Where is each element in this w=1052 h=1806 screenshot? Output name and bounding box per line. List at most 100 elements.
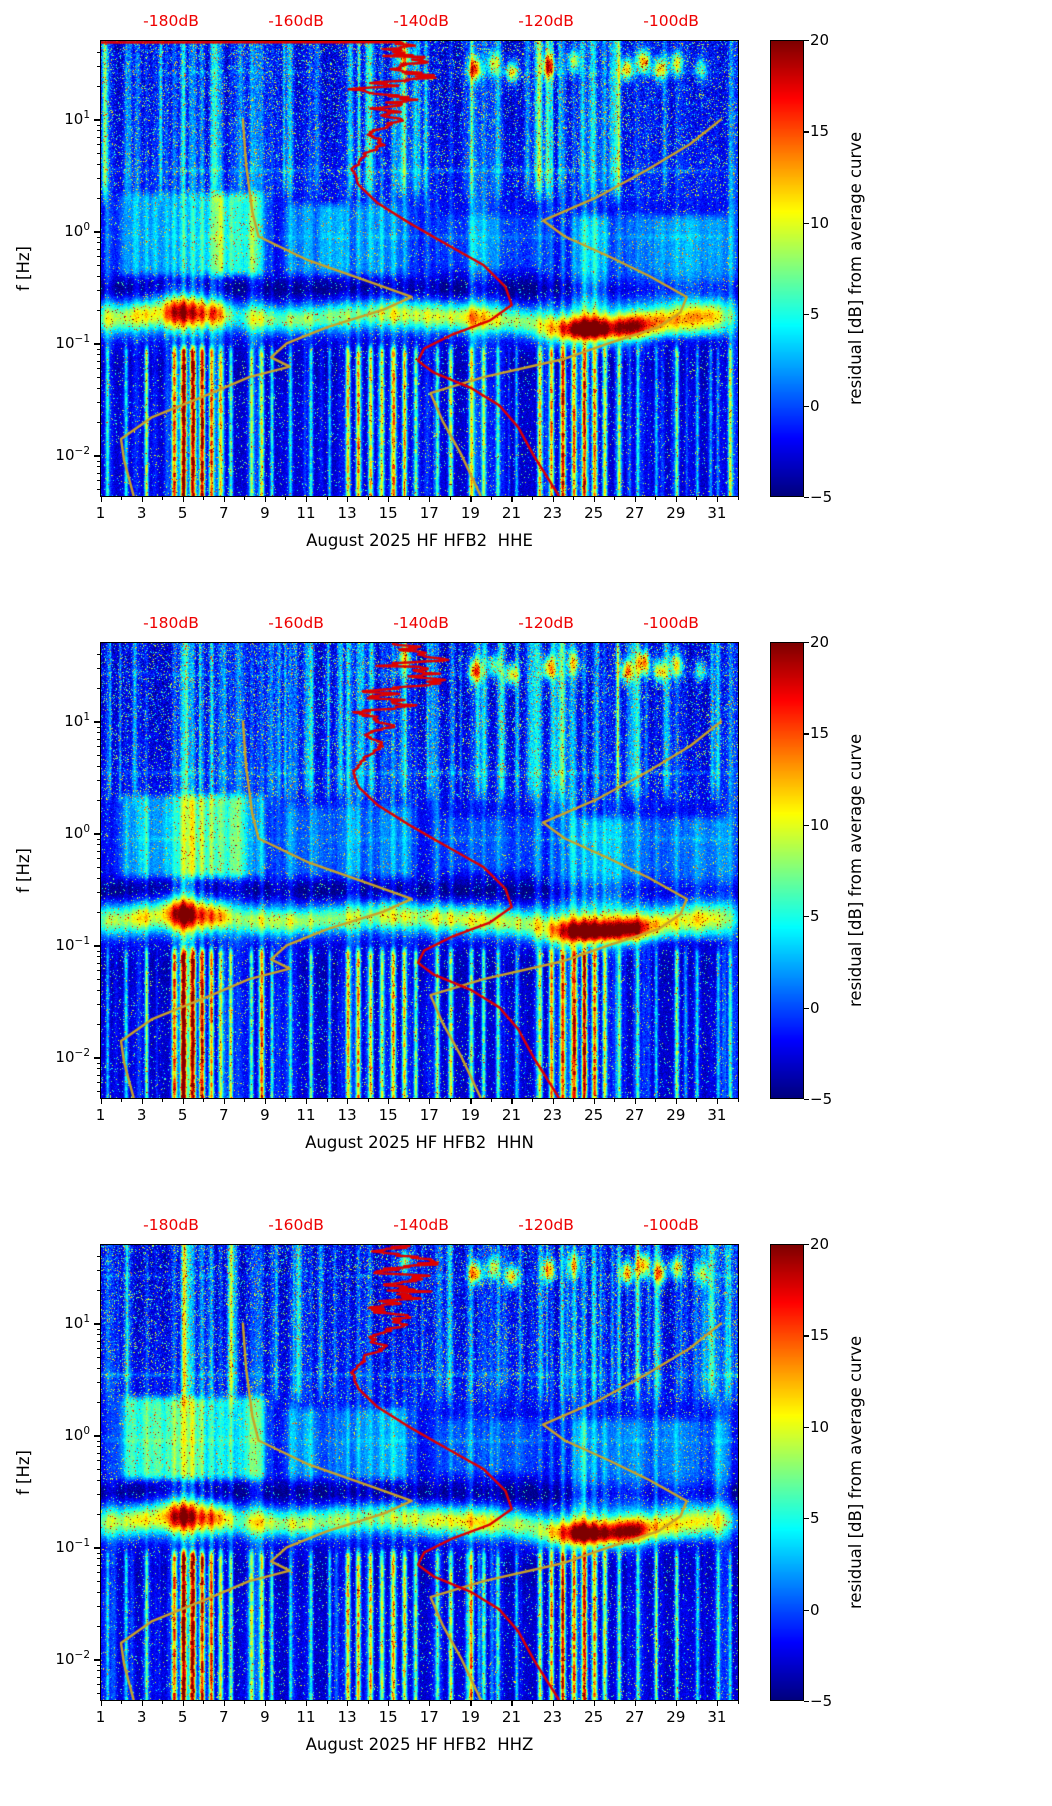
x-major-tick <box>552 1099 554 1104</box>
x-tick-label: 15 <box>378 504 398 522</box>
x-major-tick <box>141 1701 143 1706</box>
x-tick-label: 29 <box>666 504 686 522</box>
colorbar-tick <box>804 824 809 826</box>
x-tick-label: 27 <box>625 504 645 522</box>
top-db-tick-label: -140dB <box>393 1216 449 1234</box>
x-minor-tick <box>737 1701 739 1704</box>
x-tick-label: 23 <box>543 504 563 522</box>
top-db-tick-label: -120dB <box>518 12 574 30</box>
x-tick-label: 7 <box>219 1708 229 1726</box>
x-major-tick <box>100 1099 102 1104</box>
x-major-tick <box>429 1099 431 1104</box>
x-tick-label: 17 <box>419 504 439 522</box>
x-major-tick <box>305 1701 308 1706</box>
y-tick-label: 101 <box>64 109 90 129</box>
x-minor-tick <box>244 497 246 500</box>
x-tick-label: 1 <box>95 1106 106 1124</box>
colorbar-tick <box>804 1609 809 1611</box>
x-minor-tick <box>696 1099 698 1102</box>
x-major-tick <box>305 497 308 502</box>
x-minor-tick <box>367 497 369 500</box>
x-minor-tick <box>367 1701 369 1704</box>
x-minor-tick <box>408 1701 410 1704</box>
colorbar <box>770 40 804 497</box>
x-tick-label: 23 <box>543 1708 563 1726</box>
top-db-tick-label: -100dB <box>643 1216 699 1234</box>
x-tick-label: 13 <box>337 504 357 522</box>
x-tick-label: 19 <box>460 1106 480 1124</box>
y-tick-label: 100 <box>64 221 90 241</box>
x-minor-tick <box>408 1099 410 1102</box>
y-axis-label: f [Hz] <box>14 1450 33 1495</box>
x-major-tick <box>593 1099 595 1104</box>
x-major-tick <box>716 497 719 502</box>
x-tick-label: 25 <box>584 504 604 522</box>
x-minor-tick <box>490 497 492 500</box>
x-tick-label: 3 <box>136 504 147 522</box>
x-tick-label: 19 <box>460 504 480 522</box>
spectrogram-canvas <box>101 41 738 496</box>
x-minor-tick <box>326 1099 328 1102</box>
x-minor-tick <box>203 1099 205 1102</box>
x-minor-tick <box>532 1701 534 1704</box>
colorbar-canvas <box>771 1245 803 1700</box>
x-major-tick <box>470 1701 472 1706</box>
y-tick-label: 100 <box>64 1425 90 1445</box>
x-major-tick <box>100 1701 102 1706</box>
y-tick-label: 10−2 <box>55 1649 90 1669</box>
colorbar-tick <box>804 1518 809 1520</box>
y-tick-label: 10−2 <box>55 1047 90 1067</box>
x-tick-label: 23 <box>543 1106 563 1124</box>
colorbar-tick <box>804 314 809 316</box>
spectrogram-canvas <box>101 1245 738 1700</box>
spectrogram-canvas <box>101 643 738 1098</box>
x-minor-tick <box>655 497 657 500</box>
x-tick-label: 13 <box>337 1106 357 1124</box>
x-minor-tick <box>655 1701 657 1704</box>
x-tick-label: 27 <box>625 1106 645 1124</box>
x-major-tick <box>593 1701 595 1706</box>
panel-hhn: -180dB -160dB -140dB -120dB -100dB f [Hz] 10… <box>0 602 1052 1204</box>
panel-hhz: -180dB -160dB -140dB -120dB -100dB f [Hz] 10… <box>0 1204 1052 1806</box>
x-minor-tick <box>203 1701 205 1704</box>
colorbar-tick <box>804 733 809 735</box>
x-minor-tick <box>121 497 123 500</box>
colorbar-label: residual [dB] from average curve <box>846 733 865 1008</box>
spectrogram-plot <box>100 40 739 497</box>
colorbar-label: residual [dB] from average curve <box>846 1335 865 1610</box>
spectrogram-plot <box>100 1244 739 1701</box>
top-db-tick-label: -180dB <box>143 614 199 632</box>
colorbar <box>770 642 804 1099</box>
x-major-tick <box>716 1099 719 1104</box>
x-major-tick <box>223 1099 225 1104</box>
x-tick-label: 31 <box>707 1106 727 1124</box>
x-major-tick <box>429 497 431 502</box>
x-major-tick <box>634 497 636 502</box>
colorbar-tick <box>804 222 809 224</box>
colorbar-tick <box>804 916 809 918</box>
x-minor-tick <box>532 497 534 500</box>
y-tick-label: 10−1 <box>55 1537 90 1557</box>
x-minor-tick <box>614 1099 616 1102</box>
x-tick-label: 15 <box>378 1106 398 1124</box>
x-major-tick <box>716 1701 719 1706</box>
panel-hhe: -180dB -160dB -140dB -120dB -100dB f [Hz] 10… <box>0 0 1052 602</box>
x-major-tick <box>223 497 225 502</box>
x-minor-tick <box>285 1701 287 1704</box>
colorbar-tick <box>804 1099 809 1101</box>
x-major-tick <box>675 1099 678 1104</box>
x-tick-label: 7 <box>219 504 229 522</box>
colorbar-canvas <box>771 41 803 496</box>
colorbar-tick <box>804 1701 809 1703</box>
x-minor-tick <box>696 1701 698 1704</box>
colorbar-label: residual [dB] from average curve <box>846 131 865 406</box>
x-minor-tick <box>285 497 287 500</box>
colorbar-tick <box>804 1426 809 1428</box>
x-major-tick <box>593 497 595 502</box>
y-tick-label: 10−1 <box>55 333 90 353</box>
x-tick-label: 31 <box>707 1708 727 1726</box>
x-major-tick <box>264 497 267 502</box>
x-tick-label: 13 <box>337 1708 357 1726</box>
top-db-tick-label: -160dB <box>268 12 324 30</box>
x-major-tick <box>141 1099 143 1104</box>
